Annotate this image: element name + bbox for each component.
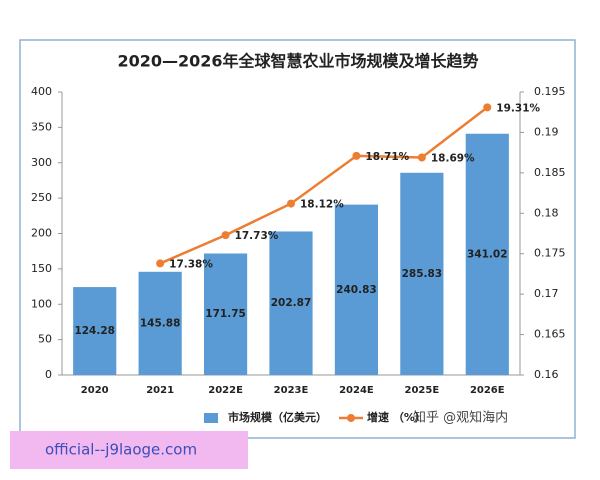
chart-title: 2020—2026年全球智慧农业市场规模及增长趋势 (117, 52, 478, 71)
y-tick-label: 200 (31, 227, 52, 240)
y2-tick-label: 0.175 (534, 247, 566, 260)
value-label: 18.12% (300, 199, 344, 211)
bar (400, 172, 444, 375)
watermark-text: 知乎 @观知海内 (413, 410, 508, 426)
value-label: 18.71% (365, 151, 409, 163)
value-label: 18.69% (431, 152, 475, 164)
value-label: 17.38% (169, 258, 213, 270)
value-label: 145.88 (140, 317, 181, 329)
y2-tick-label: 0.18 (534, 206, 559, 219)
bar (465, 133, 509, 375)
line-marker (352, 151, 361, 160)
y-tick-label: 300 (31, 156, 52, 169)
bar (73, 287, 117, 375)
value-label: 171.75 (205, 308, 246, 320)
watermark-box (10, 431, 248, 469)
x-tick-label: 2020 (81, 385, 109, 396)
y2-tick-label: 0.17 (534, 287, 559, 300)
x-tick-label: 2023E (274, 385, 309, 396)
line (159, 106, 489, 265)
legend-label: 市场规模（亿美元） (228, 410, 327, 424)
line-marker (287, 199, 295, 208)
y2-tick-label: 0.195 (534, 85, 566, 98)
legend-swatch (204, 413, 218, 423)
y-tick-label: 250 (31, 191, 52, 204)
x-tick-label: 2025E (405, 385, 440, 396)
y-tick-label: 0 (45, 368, 52, 381)
value-label: 341.02 (467, 248, 508, 260)
y-tick-label: 150 (31, 262, 52, 275)
bar (203, 253, 248, 375)
line-marker (483, 103, 492, 112)
y-tick-label: 400 (31, 85, 52, 98)
value-label: 19.31% (496, 102, 540, 114)
y-tick-label: 50 (38, 333, 52, 346)
bar (269, 231, 313, 375)
x-tick-label: 2022E (208, 385, 243, 396)
value-label: 17.73% (235, 230, 279, 242)
line-marker (417, 153, 426, 162)
value-label: 124.28 (74, 325, 115, 337)
y-tick-label: 100 (31, 297, 52, 310)
legend-swatch (347, 414, 355, 422)
bar (138, 271, 182, 375)
value-label: 240.83 (336, 284, 377, 296)
watermark-text: official--j9laoge.com (45, 441, 197, 459)
bar (334, 204, 379, 375)
y2-tick-label: 0.165 (534, 328, 566, 341)
y-tick-label: 350 (31, 120, 52, 133)
line-marker (221, 231, 230, 240)
y2-tick-label: 0.19 (534, 125, 559, 138)
value-label: 285.83 (402, 268, 443, 280)
x-tick-label: 2021 (146, 385, 174, 396)
y2-tick-label: 0.16 (534, 368, 559, 381)
line-marker (156, 259, 165, 268)
x-tick-label: 2026E (470, 385, 505, 396)
x-tick-label: 2024E (339, 385, 374, 396)
value-label: 202.87 (271, 297, 312, 309)
y2-tick-label: 0.185 (534, 166, 566, 179)
legend-label: 增速 （%） (367, 410, 426, 424)
